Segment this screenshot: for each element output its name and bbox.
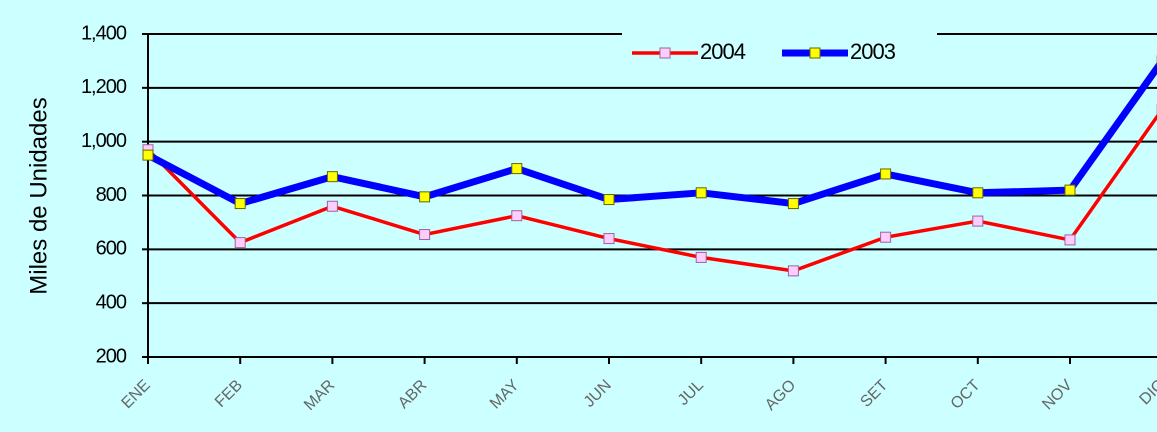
y-tick-label: 1,000 <box>81 130 127 152</box>
point-marker <box>880 231 892 243</box>
point-marker <box>326 200 338 212</box>
legend-box <box>622 22 937 62</box>
point-marker <box>142 149 154 161</box>
y-tick-label: 1,200 <box>81 76 127 98</box>
series-line <box>146 62 1157 208</box>
legend-marker <box>809 47 821 59</box>
point-marker <box>695 187 707 199</box>
y-tick-label: 1,400 <box>81 22 127 44</box>
point-marker <box>603 233 615 245</box>
point-marker <box>787 265 799 277</box>
point-marker <box>603 194 615 206</box>
point-marker <box>511 163 523 175</box>
series-line <box>146 113 1157 273</box>
legend-marker <box>659 47 671 59</box>
legend-label: 2003 <box>850 39 896 64</box>
point-marker <box>787 198 799 210</box>
point-marker <box>695 251 707 263</box>
y-tick-label: 600 <box>96 238 127 260</box>
legend-label: 2004 <box>700 39 746 64</box>
point-marker <box>1064 184 1076 196</box>
y-tick-label: 800 <box>96 184 127 206</box>
point-marker <box>234 198 246 210</box>
point-marker <box>326 171 338 183</box>
point-marker <box>234 237 246 249</box>
y-tick-label: 200 <box>96 345 127 367</box>
point-marker <box>972 215 984 227</box>
y-axis-title: Miles de Unidades <box>25 97 52 294</box>
point-marker <box>419 229 431 241</box>
point-marker <box>419 191 431 203</box>
point-marker <box>972 187 984 199</box>
point-marker <box>1064 234 1076 246</box>
point-marker <box>511 210 523 222</box>
point-marker <box>880 168 892 180</box>
y-tick-label: 400 <box>96 291 127 313</box>
